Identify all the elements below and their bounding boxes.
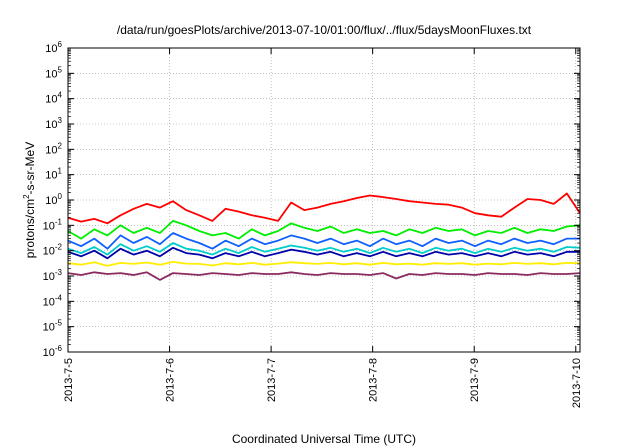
y-tick-label: 10-6 xyxy=(43,344,63,359)
y-tick-label: 102 xyxy=(45,141,62,156)
series-line-6 xyxy=(67,260,581,267)
chart-title: /data/run/goesPlots/archive/2013-07-10/0… xyxy=(117,23,532,37)
y-tick-base: 10 xyxy=(45,195,57,207)
y-tick-label: 10-4 xyxy=(43,293,63,308)
y-axis-ticks: 10610510410310210110010-110-210-310-410-… xyxy=(43,40,580,359)
y-tick-exponent: -3 xyxy=(55,268,63,277)
y-axis-label: protons/cm2-s-sr-MeV xyxy=(22,142,37,258)
y-tick-base: 10 xyxy=(45,43,57,55)
y-tick-base: 10 xyxy=(45,144,57,156)
x-tick-label: 2013-7-10 xyxy=(571,358,583,408)
series-line-7 xyxy=(67,271,581,281)
y-tick-label: 100 xyxy=(45,192,62,207)
y-tick-exponent: 6 xyxy=(58,40,63,49)
y-tick-exponent: 2 xyxy=(58,141,63,150)
y-tick-exponent: -4 xyxy=(55,293,63,302)
x-tick-label: 2013-7-7 xyxy=(266,358,278,402)
y-tick-label: 103 xyxy=(45,116,62,131)
y-tick-base: 10 xyxy=(45,170,57,182)
x-tick-label: 2013-7-9 xyxy=(469,358,481,402)
y-tick-exponent: 4 xyxy=(58,91,63,100)
y-tick-label: 104 xyxy=(45,91,62,106)
x-axis-label: Coordinated Universal Time (UTC) xyxy=(232,432,416,446)
x-tick-label: 2013-7-8 xyxy=(368,358,380,402)
y-tick-exponent: 3 xyxy=(58,116,63,125)
x-tick-label: 2013-7-5 xyxy=(63,358,75,402)
grid-lines xyxy=(68,48,580,352)
y-tick-base: 10 xyxy=(45,119,57,131)
y-tick-label: 10-1 xyxy=(43,217,63,232)
y-tick-base: 10 xyxy=(43,296,55,308)
series-line-5 xyxy=(67,246,580,260)
y-tick-base: 10 xyxy=(45,68,57,80)
y-tick-base: 10 xyxy=(43,322,55,334)
y-tick-base: 10 xyxy=(45,94,57,106)
y-tick-label: 10-5 xyxy=(43,319,63,334)
y-tick-label: 10-3 xyxy=(43,268,63,283)
y-tick-label: 101 xyxy=(45,167,62,182)
series-line-3 xyxy=(67,232,580,250)
series-line-1 xyxy=(67,192,581,225)
y-tick-exponent: 0 xyxy=(58,192,63,201)
series-line-4 xyxy=(67,242,581,256)
y-tick-exponent: -5 xyxy=(55,319,63,328)
y-tick-exponent: 5 xyxy=(58,65,63,74)
y-tick-base: 10 xyxy=(43,271,55,283)
x-axis-ticks: 2013-7-5 2013-7-6 2013-7-7 2013-7-8 2013-7-9… xyxy=(63,48,583,408)
y-tick-base: 10 xyxy=(43,347,55,359)
y-tick-exponent: -1 xyxy=(55,217,63,226)
y-tick-label: 10-2 xyxy=(43,243,63,258)
y-tick-base: 10 xyxy=(43,246,55,258)
y-tick-base: 10 xyxy=(43,220,55,232)
y-tick-label: 105 xyxy=(45,65,62,80)
y-tick-exponent: 1 xyxy=(58,167,63,176)
x-tick-label: 2013-7-6 xyxy=(165,358,177,402)
series-line-2 xyxy=(67,219,581,240)
y-axis-label-sup: 2 xyxy=(22,194,31,199)
y-axis-label-pre: protons/cm xyxy=(23,199,37,258)
y-tick-label: 106 xyxy=(45,40,62,55)
series-lines xyxy=(67,192,581,281)
y-tick-exponent: -6 xyxy=(55,344,63,353)
y-axis-label-post: -s-sr-MeV xyxy=(23,142,37,195)
y-tick-exponent: -2 xyxy=(55,243,63,252)
